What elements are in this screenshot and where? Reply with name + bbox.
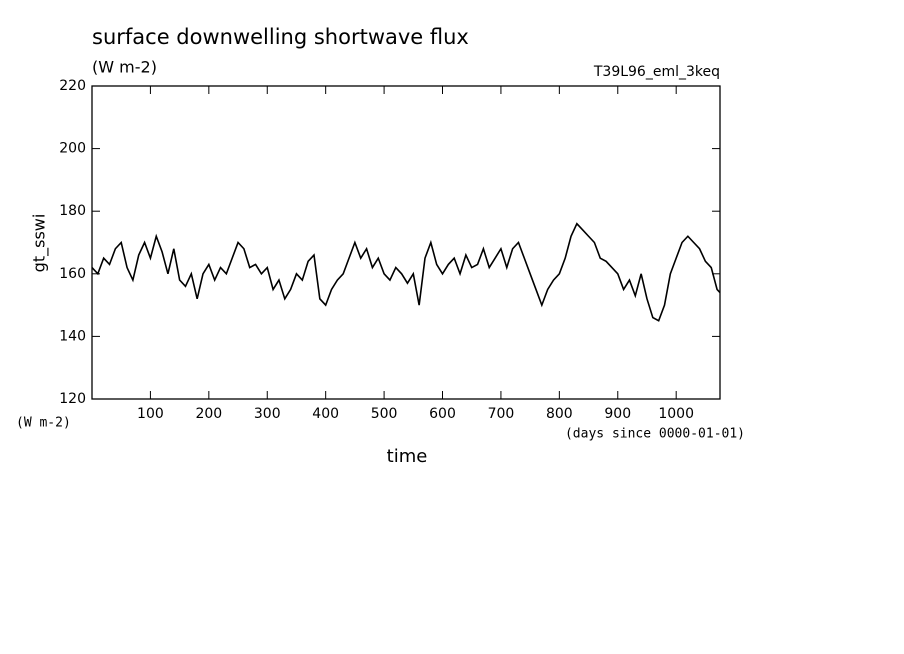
y-tick-label: 180 (59, 203, 86, 219)
x-tick-label: 600 (429, 406, 456, 422)
y-tick-label: 140 (59, 328, 86, 344)
x-unit: (days since 0000-01-01) (565, 427, 745, 442)
y-unit: (W m-2) (16, 416, 71, 431)
y-tick-label: 220 (59, 78, 86, 94)
chart-title: surface downwelling shortwave flux (92, 25, 469, 49)
x-tick-label: 300 (254, 406, 281, 422)
x-tick-label: 200 (195, 406, 222, 422)
y-tick-label: 160 (59, 266, 86, 282)
y-axis-label: gt_sswi (30, 214, 50, 273)
x-tick-label: 700 (488, 406, 515, 422)
x-tick-label: 1000 (658, 406, 694, 422)
run-label: T39L96_eml_3keq (593, 64, 720, 80)
y-tick-label: 120 (59, 391, 86, 407)
x-tick-label: 100 (137, 406, 164, 422)
x-tick-label: 900 (604, 406, 631, 422)
chart-subtitle: (W m-2) (92, 58, 157, 77)
y-tick-label: 200 (59, 141, 86, 157)
x-tick-label: 800 (546, 406, 573, 422)
data-line (91, 222, 721, 322)
x-tick-label: 500 (371, 406, 398, 422)
x-tick-label: 400 (312, 406, 339, 422)
plot-frame (91, 85, 721, 400)
x-axis-label: time (387, 446, 428, 467)
